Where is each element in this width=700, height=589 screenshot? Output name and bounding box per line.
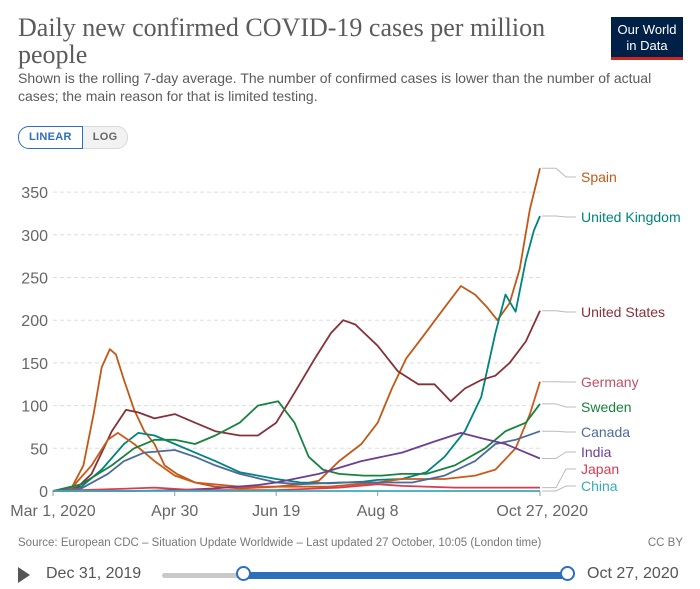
x-tick-label: Mar 1, 2020 [10, 503, 95, 520]
y-tick-label: 250 [21, 271, 48, 288]
series-line-united-kingdom [52, 215, 541, 492]
owid-logo[interactable]: Our World in Data [611, 17, 683, 60]
timeline-start-handle[interactable] [236, 566, 251, 581]
legend-label-sweden: Sweden [581, 399, 632, 415]
linear-scale-button[interactable]: LINEAR [18, 126, 83, 149]
timeline-end-handle[interactable] [560, 566, 575, 581]
y-tick-label: 50 [30, 441, 48, 458]
license-link[interactable]: CC BY [647, 537, 683, 549]
series-line-japan [52, 483, 540, 492]
legend-leader [542, 468, 576, 489]
legend-leader [542, 403, 576, 408]
y-tick-label: 150 [21, 356, 48, 373]
chart-title: Daily new confirmed COVID-19 cases per m… [18, 13, 546, 69]
legend-leader [542, 485, 576, 492]
y-tick-label: 100 [21, 399, 48, 416]
timeline-selected-range [244, 572, 568, 579]
logo-line-2: in Data [626, 38, 668, 53]
x-tick-label: Jun 19 [252, 503, 300, 520]
x-tick-label: Aug 8 [357, 503, 399, 520]
legend-label-spain: Spain [581, 169, 617, 185]
legend-leader [542, 310, 576, 313]
legend-leader [542, 215, 576, 218]
legend-label-japan: Japan [581, 461, 619, 477]
legend-leader [542, 451, 576, 460]
chart-subtitle: Shown is the rolling 7-day average. The … [18, 70, 652, 104]
timeline-end-label: Oct 27, 2020 [587, 565, 679, 582]
source-note: Source: European CDC – Situation Update … [18, 537, 542, 549]
series-line-spain [52, 167, 541, 492]
y-tick-label: 350 [21, 185, 48, 202]
legend-label-united-kingdom: United Kingdom [581, 209, 681, 225]
legend-label-germany: Germany [581, 374, 639, 390]
scale-toggle: LINEAR LOG [18, 126, 129, 149]
play-icon[interactable] [18, 567, 30, 583]
legend-leader [542, 167, 576, 178]
series-line-germany [52, 381, 541, 492]
legend-label-canada: Canada [581, 424, 630, 440]
x-tick-label: Apr 30 [151, 503, 198, 520]
timeline-controls: Dec 31, 2019 Oct 27, 2020 [0, 560, 700, 589]
logo-line-1: Our World [617, 22, 677, 37]
legend-label-china: China [581, 478, 618, 494]
log-scale-button[interactable]: LOG [82, 126, 129, 149]
legend-label-india: India [581, 444, 612, 460]
x-tick-label: Oct 27, 2020 [496, 503, 588, 520]
series-line-sweden [52, 400, 541, 492]
legend-leader [542, 430, 576, 433]
legend-label-united-states: United States [581, 304, 665, 320]
logo-accent-bar [611, 57, 683, 60]
line-chart: 0 50 100 150 200 250 300 350 Mar 1, 2020 Apr 30 Ju… [10, 167, 681, 520]
y-tick-label: 300 [21, 228, 48, 245]
y-tick-label: 200 [21, 313, 48, 330]
series-line-united-states [52, 310, 541, 492]
y-tick-label: 0 [39, 484, 48, 501]
timeline-start-label: Dec 31, 2019 [46, 565, 142, 582]
